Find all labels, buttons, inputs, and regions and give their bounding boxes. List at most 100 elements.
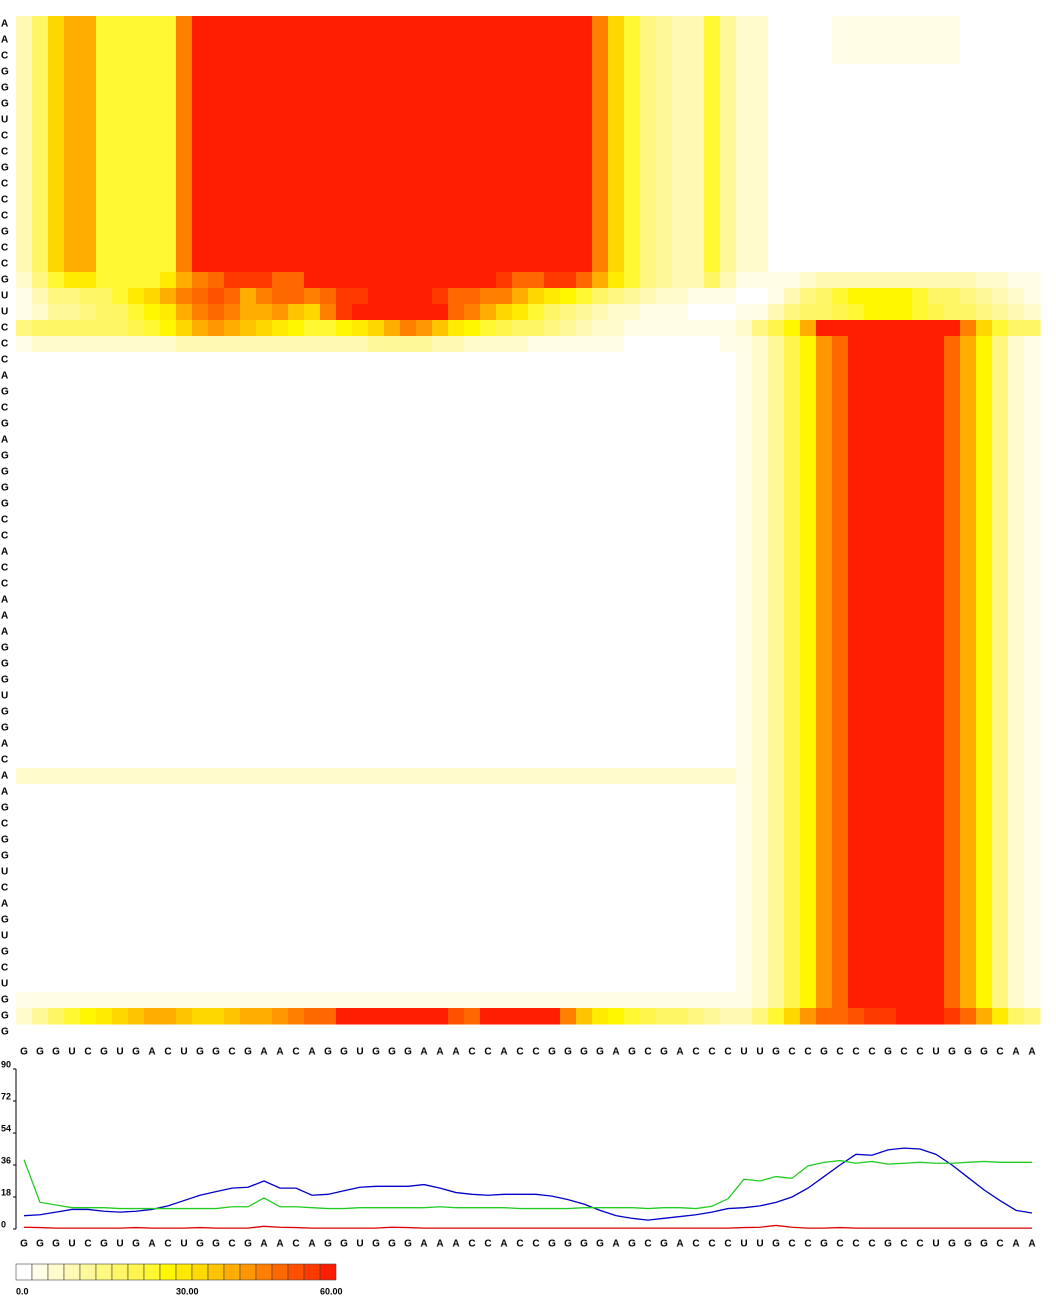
heatmap-cell <box>528 960 545 977</box>
heatmap-cell <box>576 128 593 145</box>
heatmap-cell <box>528 752 545 769</box>
heatmap-cell <box>992 672 1009 689</box>
heatmap-cell <box>160 128 177 145</box>
y-label: G <box>1 947 9 958</box>
heatmap-cell <box>832 176 849 193</box>
heatmap-cell <box>912 48 929 65</box>
heatmap-cell <box>272 480 289 497</box>
heatmap-cell <box>192 272 209 289</box>
heatmap-cell <box>1008 112 1025 129</box>
heatmap-cell <box>640 400 657 417</box>
heatmap-cell <box>416 704 433 721</box>
heatmap-cell <box>560 560 577 577</box>
heatmap-cell <box>1024 448 1041 465</box>
heatmap-cell <box>912 720 929 737</box>
heatmap-cell <box>352 720 369 737</box>
heatmap-cell <box>192 80 209 97</box>
heatmap-cell <box>1008 976 1025 993</box>
heatmap-cell <box>512 320 529 337</box>
heatmap-cell <box>720 768 737 785</box>
heatmap-cell <box>752 912 769 929</box>
heatmap-cell <box>592 112 609 129</box>
heatmap-cell <box>528 592 545 609</box>
heatmap-cell <box>800 320 817 337</box>
y-label: C <box>1 179 8 190</box>
heatmap-cell <box>384 640 401 657</box>
heatmap-cell <box>624 608 641 625</box>
heatmap-cell <box>528 96 545 113</box>
heatmap-cell <box>288 176 305 193</box>
heatmap-cell <box>624 448 641 465</box>
heatmap-cell <box>560 816 577 833</box>
heatmap-cell <box>160 592 177 609</box>
heatmap-cell <box>720 352 737 369</box>
heatmap-cell <box>816 368 833 385</box>
heatmap-cell <box>560 528 577 545</box>
heatmap-cell <box>656 240 673 257</box>
heatmap-cell <box>768 944 785 961</box>
heatmap-cell <box>144 368 161 385</box>
heatmap-cell <box>80 848 97 865</box>
heatmap-cell <box>848 736 865 753</box>
heatmap-cell <box>192 816 209 833</box>
heatmap-cell <box>512 192 529 209</box>
y-label: A <box>1 787 8 798</box>
x-label: G <box>100 1239 108 1250</box>
heatmap-cell <box>112 320 129 337</box>
heatmap-cell <box>720 624 737 641</box>
heatmap-cell <box>784 176 801 193</box>
heatmap-cell <box>768 608 785 625</box>
heatmap-cell <box>528 768 545 785</box>
heatmap-cell <box>384 736 401 753</box>
heatmap-cell <box>608 640 625 657</box>
heatmap-cell <box>144 480 161 497</box>
heatmap-cell <box>416 624 433 641</box>
heatmap-cell <box>736 272 753 289</box>
heatmap-cell <box>208 624 225 641</box>
heatmap-cell <box>416 688 433 705</box>
heatmap-cell <box>592 800 609 817</box>
x-label: G <box>884 1239 892 1250</box>
y-label: G <box>1 1011 9 1022</box>
heatmap-cell <box>336 912 353 929</box>
heatmap-cell <box>368 752 385 769</box>
x-label: G <box>564 1047 572 1058</box>
x-label: U <box>740 1239 747 1250</box>
heatmap-cell <box>464 784 481 801</box>
heatmap-cell <box>128 752 145 769</box>
heatmap-cell <box>640 192 657 209</box>
heatmap-cell <box>224 800 241 817</box>
colorbar-cell <box>143 1263 161 1281</box>
heatmap-cell <box>160 576 177 593</box>
heatmap-cell <box>928 352 945 369</box>
heatmap-cell <box>400 32 417 49</box>
heatmap-cell <box>976 752 993 769</box>
heatmap-cell <box>96 128 113 145</box>
heatmap-cell <box>672 208 689 225</box>
heatmap-cell <box>32 336 49 353</box>
heatmap-cell <box>608 432 625 449</box>
heatmap-cell <box>288 224 305 241</box>
heatmap-cell <box>320 880 337 897</box>
heatmap-cell <box>384 608 401 625</box>
heatmap-cell <box>240 864 257 881</box>
x-label: G <box>628 1239 636 1250</box>
heatmap-cell <box>672 448 689 465</box>
heatmap-cell <box>288 448 305 465</box>
x-label: C <box>708 1047 715 1058</box>
heatmap-cell <box>496 672 513 689</box>
heatmap-cell <box>640 640 657 657</box>
heatmap-cell <box>48 960 65 977</box>
heatmap-cell <box>240 832 257 849</box>
heatmap-cell <box>1008 720 1025 737</box>
heatmap-cell <box>256 496 273 513</box>
heatmap-cell <box>784 784 801 801</box>
heatmap-cell <box>992 384 1009 401</box>
heatmap-cell <box>192 832 209 849</box>
heatmap-cell <box>112 800 129 817</box>
heatmap-cell <box>832 320 849 337</box>
heatmap-cell <box>960 352 977 369</box>
heatmap-cell <box>128 704 145 721</box>
heatmap-cell <box>976 864 993 881</box>
heatmap-cell <box>560 224 577 241</box>
